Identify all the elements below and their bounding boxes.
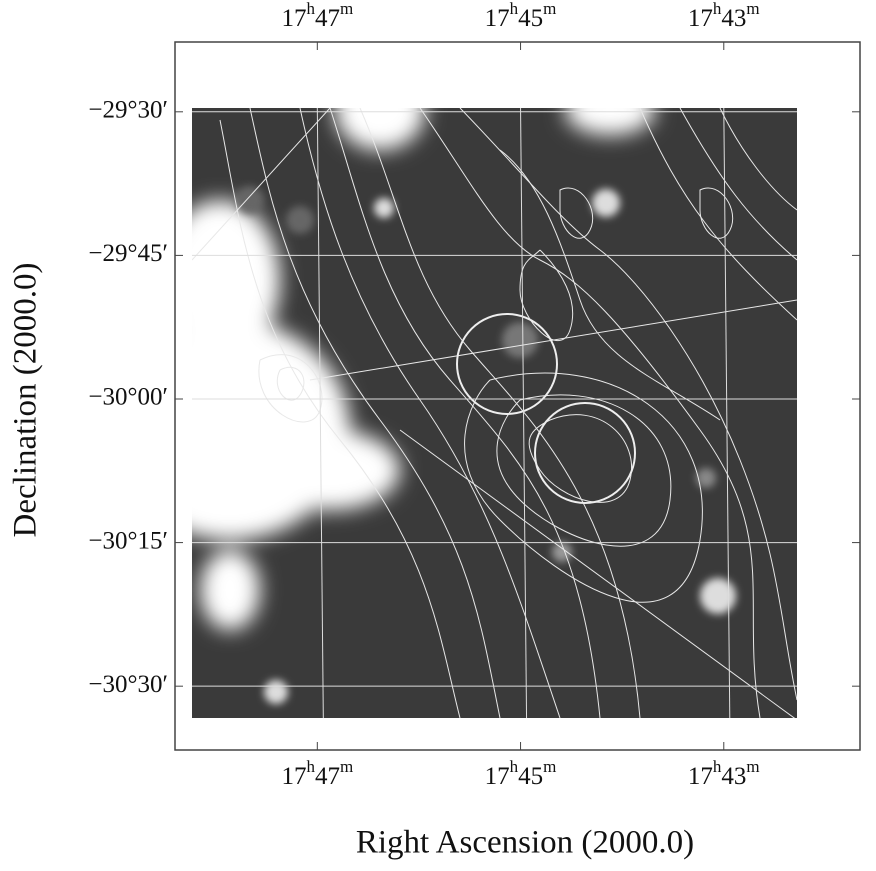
y-tick-label: −30°15′ [88, 527, 168, 554]
grid-line [316, 107, 324, 719]
x-tick-label-top: 17h45m [485, 0, 557, 32]
grid-line [520, 107, 528, 719]
x-axis-label: Right Ascension (2000.0) [356, 825, 694, 861]
y-axis-label: Declination (2000.0) [8, 263, 44, 538]
x-tick-label: 17h43m [688, 757, 760, 789]
x-tick-label: 17h47m [281, 757, 353, 789]
x-tick-label-top: 17h43m [688, 0, 760, 32]
sky-image [192, 108, 797, 718]
x-tick-label: 17h45m [485, 757, 557, 789]
y-tick-label: −30°30′ [88, 671, 168, 698]
y-tick-label: −30°00′ [88, 384, 168, 411]
grid-line [723, 107, 731, 719]
y-tick-label: −29°45′ [88, 240, 168, 267]
y-tick-label: −29°30′ [88, 97, 168, 124]
x-tick-label-top: 17h47m [281, 0, 353, 32]
